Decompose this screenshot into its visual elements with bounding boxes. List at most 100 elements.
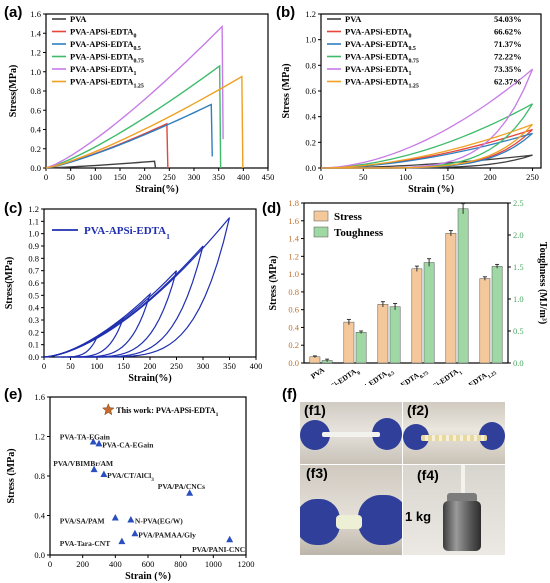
literature-marker-2 [90,465,98,473]
y-tick-label: 0.4 [288,322,299,332]
y-tick-label: 1.2 [28,204,39,214]
x-tick-label: 800 [174,559,187,569]
panel-label-f: (f) [282,386,297,403]
photo-f3-tag: (f3) [306,465,328,481]
x-tick-label: 100 [89,172,102,182]
y-tick-label: 0.8 [288,287,299,297]
y-tick-label: 1.1 [28,216,39,226]
literature-marker-3 [100,470,108,478]
series-line-5 [45,75,244,169]
x-tick-label: 50 [66,361,75,371]
stress-bar-2 [377,304,389,364]
x-tick-label: 400 [237,172,250,182]
photo-f2-tag: (f2) [407,402,429,418]
legend-label-stress: Stress [334,211,363,223]
panel-label-e: (e) [4,386,23,403]
marker-label-7: PVA/PAMAA/Gly [138,530,196,539]
x-axis-label: Strain (%) [125,571,171,582]
x-tick-label: 50 [66,172,75,182]
literature-marker-8 [118,537,126,545]
y-tick-label: 0.0 [34,550,45,560]
literature-marker-7 [131,529,139,537]
x-tick-label: 350 [223,361,236,371]
photo-f1: (f1) [300,402,402,464]
literature-marker-1 [95,439,103,447]
stress-bar-0 [309,356,321,364]
y-tick-label: 1.4 [30,28,41,38]
toughness-bar-2 [389,306,401,364]
label-text: PVA [309,365,326,381]
label-text: This work: PVA-APSi-EDTA [116,406,215,415]
y-tick-label: 1.6 [34,392,45,402]
legend-swatch-toughness [313,226,329,238]
label-subscript: 1.25 [133,84,143,90]
legend-label-1: PVA-APSi-EDTA0 [345,27,411,40]
y-tick-label: 1.8 [288,198,299,208]
weight-label: 1 kg [405,509,432,524]
x-tick-label: 250 [526,172,539,182]
legend-label-4: PVA-APSi-EDTA1 [345,64,411,77]
chart-b-cyclic-loading: 0 50 100 150 200 250 0.0 0.2 0.4 0.6 0.8 1.0 1.2 Stra… [281,9,542,195]
photo-f4: (f4) 1 kg [403,465,505,555]
series-line-3 [45,64,222,169]
y-tick-label: 0.8 [305,60,316,70]
label-text: PVA/PANI-CNC [192,545,245,554]
label-text: PVA-APSi-EDTA [70,77,134,87]
legend-label-1: PVA-APSi-EDTA0 [70,27,136,40]
marker-label-9: PVA/PANI-CNC [192,545,245,554]
weight-hook-icon [447,493,477,503]
label-subscript: 0 [133,34,136,40]
y-tick-label: 0.6 [305,86,316,96]
y-tick-label: 0.8 [28,253,39,263]
y-tick-label: 0.1 [28,340,39,350]
toughness-bar-3 [423,262,435,364]
panel-label-d: (d) [262,200,282,217]
chart-a-stress-strain: 0 50 100 150 200 250 300 350 400 450 0.0 0.2 0.4 0.6 0… [8,9,274,195]
label-text: PVA/PA/CNCs [158,482,205,491]
y-tick-label: 0.2 [28,327,39,337]
label-subscript: 1 [216,412,219,418]
legend-percent-1: 66.62% [494,27,522,37]
y-tick-label: 0.7 [28,266,39,276]
legend-label-2: PVA-APSi-EDTA0.5 [345,39,416,52]
x-tick-label: 200 [484,172,497,182]
label-text: PVA-APSi-EDTA [70,27,134,37]
x-tick-label: 400 [109,559,122,569]
label-text: PVA/VBIMBr/AM [53,459,113,468]
y-tick-label: 1.2 [34,432,45,442]
y-tick-label: 0.3 [28,315,39,325]
label-subscript: 1 [458,370,464,377]
y-tick-label: 0.6 [288,305,299,315]
legend-label: PVA-APSi-EDTA1 [84,225,170,241]
legend-label-3: PVA-APSi-EDTA0.75 [70,52,144,65]
glove-left-icon [300,499,340,545]
y-axis-label: Stress (MPa) [6,448,17,503]
y-tick-label: 1.0 [288,269,299,279]
label-subscript: 1 [166,232,170,241]
x-tick-label: 300 [188,172,201,182]
this-work-star [101,403,115,416]
label-text: PVA-APSi-EDTA [84,225,166,237]
marker-label-0: PVA-TA-EGain [60,433,111,442]
x-tick-label: 1200 [238,559,255,569]
x-tick-label: 150 [442,172,455,182]
legend-percent-5: 62.37% [494,77,522,87]
y-tick-label: 1.0 [30,67,41,77]
x-tick-label: 150 [117,361,130,371]
x-axis-label: Strain(%) [135,184,178,195]
plot-frame [320,13,542,169]
x-tick-label: 150 [114,172,127,182]
label-subscript: 0 [356,370,362,377]
y-tick-label: 0.8 [30,86,41,96]
stress-bar-4 [445,232,457,364]
panel-label-c: (c) [4,200,23,217]
label-text: PVA/SA/PAM [60,516,105,525]
label-subscript: 0.75 [408,59,418,65]
photo-f4-tag: (f4) [417,467,439,483]
y-tick-label: 0.0 [28,352,39,362]
label-subscript: 1.25 [408,84,418,90]
literature-marker-6 [127,515,135,523]
y-tick-label: 0.4 [305,112,316,122]
literature-marker-5 [111,513,119,521]
legend-label-3: PVA-APSi-EDTA0.75 [345,52,419,65]
